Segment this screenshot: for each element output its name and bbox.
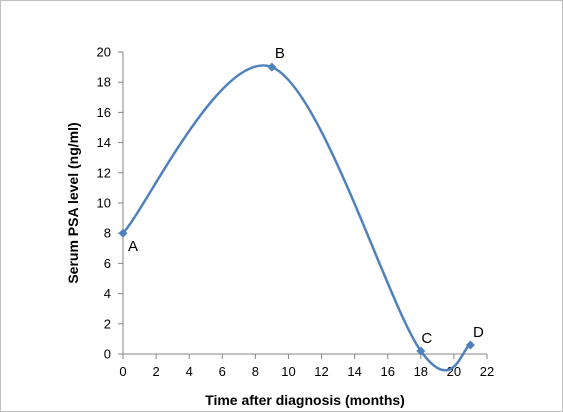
- x-tick-label: 14: [347, 364, 361, 379]
- y-tick-label: 8: [104, 226, 111, 241]
- x-tick-label: 0: [119, 364, 126, 379]
- y-tick-label: 12: [97, 165, 111, 180]
- point-label-c: C: [421, 330, 432, 347]
- series-line: [122, 64, 472, 372]
- point-label-b: B: [275, 45, 285, 62]
- x-tick-label: 16: [380, 364, 394, 379]
- x-tick-label: 10: [281, 364, 295, 379]
- y-tick-label: 2: [104, 316, 111, 331]
- point-label-d: D: [473, 324, 484, 341]
- x-tick-label: 22: [480, 364, 494, 379]
- y-axis-title: Serum PSA level (ng/ml): [65, 122, 81, 283]
- y-tick-label: 10: [97, 196, 111, 211]
- data-point-marker: [118, 228, 128, 238]
- x-axis-title: Time after diagnosis (months): [205, 392, 405, 408]
- y-tick-label: 20: [97, 45, 111, 60]
- data-point-marker: [416, 346, 426, 356]
- point-labels: A B C D: [128, 45, 484, 347]
- y-tick-label: 14: [97, 135, 111, 150]
- point-label-a: A: [128, 238, 138, 255]
- x-tick-label: 8: [252, 364, 259, 379]
- y-tick-label: 18: [97, 75, 111, 90]
- y-axis: 0 2 4 6 8 10 12 14 16 18 20: [97, 45, 124, 362]
- x-tick-label: 18: [414, 364, 428, 379]
- data-markers: [118, 62, 475, 356]
- y-tick-label: 4: [104, 286, 111, 301]
- x-tick-label: 6: [219, 364, 226, 379]
- x-tick-label: 12: [314, 364, 328, 379]
- data-point-marker: [267, 62, 277, 72]
- y-tick-label: 6: [104, 256, 111, 271]
- y-tick-label: 0: [104, 347, 111, 362]
- x-axis: 0 2 4 6 8 10 12 14 16 18 20 22: [119, 353, 494, 379]
- x-tick-label: 4: [186, 364, 193, 379]
- data-point-marker: [465, 340, 475, 350]
- series: [122, 64, 472, 372]
- x-tick-label: 2: [152, 364, 159, 379]
- y-tick-label: 16: [97, 105, 111, 120]
